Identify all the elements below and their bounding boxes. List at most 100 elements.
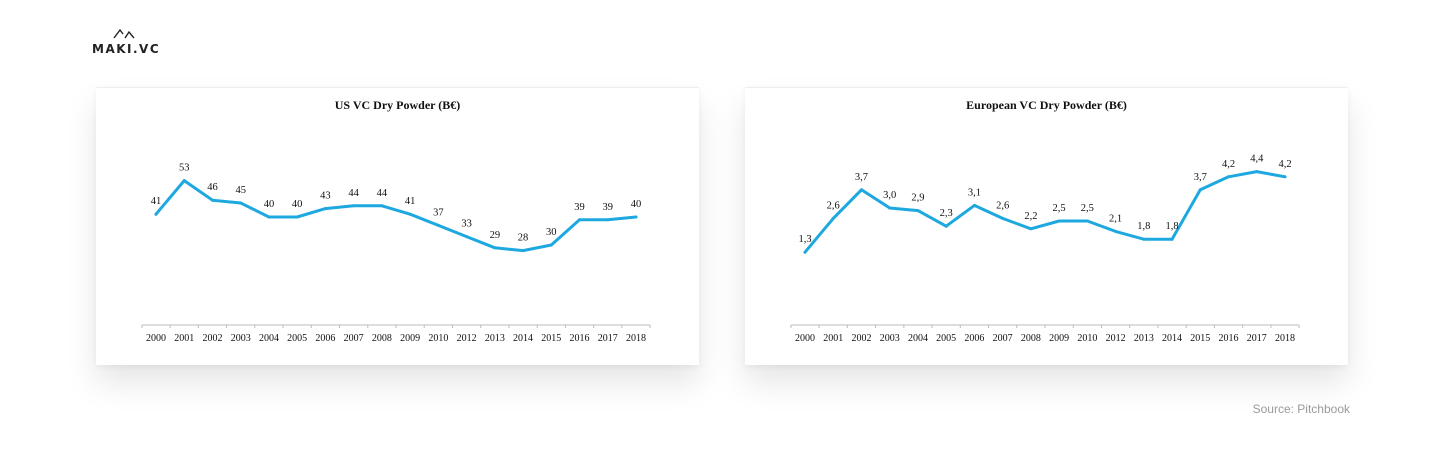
data-label: 1,8 [1165,221,1178,232]
data-point [465,235,469,239]
x-tick-label: 2007 [344,333,364,344]
data-label: 37 [433,207,444,218]
data-label: 43 [320,191,331,202]
x-tick-label: 2016 [570,333,590,344]
data-point [916,209,920,213]
data-label: 39 [603,202,614,213]
x-tick-label: 2003 [880,333,900,344]
us-chart-card: US VC Dry Powder (B€) 2000 2001 2002 2003 20… [96,87,699,365]
data-point [380,204,384,208]
data-point [521,249,525,253]
data-label: 2,2 [1024,211,1037,222]
data-point [1283,175,1287,179]
data-point [1085,219,1089,223]
x-tick-label: 2004 [259,333,279,344]
data-label: 41 [405,196,416,207]
data-point [549,243,553,247]
series-line [154,179,638,253]
data-label: 2,6 [827,200,840,211]
x-tick-label: 2012 [1106,333,1126,344]
data-label: 4,2 [1278,159,1291,170]
data-point [493,246,497,250]
data-point [606,218,610,222]
data-point [267,215,271,219]
maki-logo-icon [113,28,135,39]
data-point [888,206,892,210]
data-label: 30 [546,227,557,238]
data-point [1142,237,1146,241]
brand-logo: MAKI.VC [92,26,172,60]
data-point [436,223,440,227]
data-point [408,212,412,216]
x-tick-label: 2003 [231,333,251,344]
data-point [154,212,158,216]
data-label: 3,7 [1194,172,1207,183]
x-tick-label: 2017 [598,333,618,344]
chart-title: US VC Dry Powder (B€) [334,98,461,112]
data-label: 53 [179,163,190,174]
data-label: 28 [518,233,529,244]
logo-text: MAKI.VC [92,42,161,56]
x-tick-label: 2000 [795,333,815,344]
chart-title: European VC Dry Powder (B€) [966,98,1127,112]
data-label: 45 [235,185,246,196]
x-tick-label: 2001 [823,333,843,344]
x-tick-label: 2013 [485,333,505,344]
x-tick-label: 2002 [202,333,222,344]
x-tick-label: 2005 [287,333,307,344]
data-point [831,216,835,220]
data-label: 1,3 [798,234,811,245]
x-tick-label: 2018 [626,333,646,344]
data-point [1227,175,1231,179]
data-point [803,250,807,254]
x-tick-label: 2016 [1219,333,1239,344]
x-tick-label: 2002 [851,333,871,344]
x-tick-label: 2001 [174,333,194,344]
data-label: 4,2 [1222,159,1235,170]
data-point [295,215,299,219]
data-label: 29 [490,230,501,241]
data-label: 2,5 [1081,203,1094,214]
x-tick-label: 2014 [1162,333,1182,344]
x-tick-label: 2018 [1275,333,1295,344]
data-label: 33 [461,219,472,230]
data-point [634,215,638,219]
x-tick-label: 2008 [372,333,392,344]
data-point [1114,229,1118,233]
x-tick-label: 2005 [936,333,956,344]
x-tick-label: 2009 [1049,333,1069,344]
data-point [1057,219,1061,223]
eu-line-chart: 2000 2001 2002 2003 2004 2005 2006 2007 2008 2009… [790,154,1300,344]
x-tick-label: 2010 [1077,333,1097,344]
data-point [944,224,948,228]
data-label: 4,4 [1250,154,1264,165]
x-tick-label: 2015 [1190,333,1210,344]
data-label: 2,1 [1109,213,1122,224]
x-tick-label: 2017 [1247,333,1267,344]
data-label: 3,7 [855,172,868,183]
x-tick-label: 2012 [457,333,477,344]
data-point [323,207,327,211]
data-label: 2,5 [1053,203,1066,214]
x-tick-label: 2009 [400,333,420,344]
data-point [972,203,976,207]
data-label: 40 [292,199,303,210]
data-point [859,188,863,192]
data-point [1001,216,1005,220]
data-point [1029,227,1033,231]
data-point [1198,188,1202,192]
data-point [1170,237,1174,241]
data-label: 2,9 [911,193,924,204]
data-label: 40 [631,199,642,210]
x-tick-label: 2008 [1021,333,1041,344]
data-label: 1,8 [1137,221,1150,232]
data-label: 44 [348,188,359,199]
data-label: 3,0 [883,190,896,201]
data-label: 46 [207,182,218,193]
x-tick-label: 2004 [908,333,928,344]
data-point [352,204,356,208]
series-line [803,170,1287,254]
source-note: Source: Pitchbook [1252,402,1350,416]
data-label: 40 [264,199,275,210]
eu-chart-card: European VC Dry Powder (B€) 2000 2001 2002… [745,87,1348,365]
